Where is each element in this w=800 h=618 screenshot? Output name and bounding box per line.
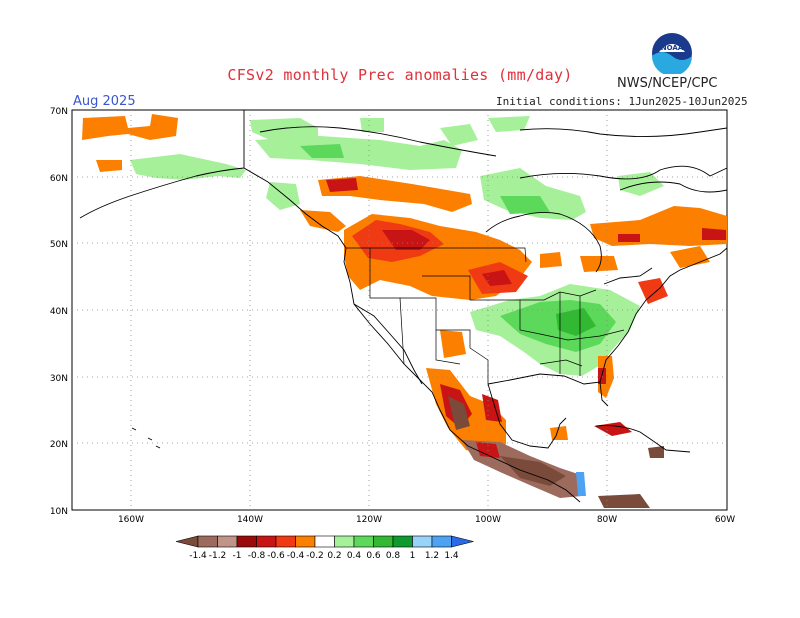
- legend-swatch: [314, 535, 335, 548]
- dry-patch: [326, 178, 358, 192]
- legend-arrow-right: [451, 535, 474, 548]
- dry-patch: [96, 160, 122, 172]
- lon-label: 60W: [715, 515, 735, 525]
- legend-swatch: [197, 535, 218, 548]
- wet-patch: [488, 116, 530, 132]
- dry-patch: [618, 234, 640, 242]
- state-borders: [346, 247, 625, 384]
- wet-patch: [266, 182, 300, 210]
- legend-label: 1: [410, 551, 416, 561]
- lat-label: 60N: [50, 174, 68, 184]
- dry-patch: [648, 446, 664, 458]
- legend-label: -0.6: [267, 551, 285, 561]
- lon-labels: 160W 140W 120W 100W 80W 60W: [118, 515, 735, 525]
- legend-swatch: [392, 535, 413, 548]
- legend-swatch: [275, 535, 296, 548]
- legend-label: 0.8: [386, 551, 401, 561]
- legend-label: -0.4: [287, 551, 305, 561]
- dry-patch: [382, 230, 430, 250]
- lat-label: 30N: [50, 374, 68, 384]
- wet-patch: [360, 118, 384, 132]
- legend-swatch: [295, 535, 316, 548]
- color-legend: -1.4 -1.2 -1 -0.8 -0.6 -0.4 -0.2 0.2 0.4 0.6 0.8 1 1…: [175, 535, 474, 561]
- dry-patch: [580, 256, 618, 272]
- legend-label: 0.6: [366, 551, 381, 561]
- lat-label: 40N: [50, 307, 68, 317]
- initial-conditions: Initial conditions: 1Jun2025-10Jun2025: [496, 95, 748, 108]
- legend-label: 1.4: [444, 551, 459, 561]
- legend-swatch: [217, 535, 238, 548]
- dry-patch: [540, 252, 562, 268]
- lon-label: 100W: [475, 515, 501, 525]
- dry-patch: [670, 246, 710, 268]
- forecast-month: Aug 2025: [73, 94, 136, 109]
- wet-patch: [300, 144, 344, 158]
- legend-swatch: [431, 535, 452, 548]
- wet-patch: [576, 472, 586, 496]
- legend-swatch: [334, 535, 355, 548]
- wet-patch: [500, 196, 550, 214]
- lat-labels: 70N 60N 50N 40N 30N 20N 10N: [50, 107, 68, 517]
- lon-label: 80W: [597, 515, 617, 525]
- legend-label: 0.4: [347, 551, 362, 561]
- dry-patch: [82, 114, 178, 140]
- map-title: CFSv2 monthly Prec anomalies (mm/day): [227, 66, 573, 84]
- legend-label: 0.2: [327, 551, 341, 561]
- dry-patch: [448, 396, 470, 430]
- legend-swatch: [412, 535, 433, 548]
- lon-label: 120W: [356, 515, 382, 525]
- legend-swatch: [236, 535, 257, 548]
- legend-label: -1.4: [189, 551, 207, 561]
- lat-label: 70N: [50, 107, 68, 117]
- dry-patch: [638, 278, 668, 304]
- legend-label: -0.8: [248, 551, 266, 561]
- legend-swatch: [373, 535, 394, 548]
- legend-label: -0.2: [306, 551, 324, 561]
- wet-patch: [250, 118, 318, 140]
- lon-label: 140W: [237, 515, 263, 525]
- lat-label: 50N: [50, 240, 68, 250]
- wet-patch: [440, 124, 478, 146]
- dry-patch: [550, 426, 568, 440]
- svg-text:NOAA: NOAA: [661, 44, 684, 52]
- lat-label: 20N: [50, 440, 68, 450]
- noaa-logo-icon: NOAA: [652, 33, 692, 74]
- dry-patch: [482, 270, 512, 286]
- wet-patch: [556, 308, 596, 336]
- wet-patch: [255, 136, 462, 170]
- wet-patch: [130, 154, 246, 180]
- legend-label: -1: [233, 551, 242, 561]
- legend-arrow-left: [175, 535, 199, 548]
- dry-patch: [440, 330, 466, 358]
- org-label: NWS/NCEP/CPC: [617, 76, 718, 91]
- legend-label: -1.2: [209, 551, 227, 561]
- coastlines: [79, 110, 728, 503]
- lat-label: 10N: [50, 507, 68, 517]
- dry-patch: [702, 228, 726, 240]
- dry-patch: [500, 456, 566, 486]
- dry-patch: [598, 494, 650, 508]
- lon-label: 160W: [118, 515, 144, 525]
- gridlines: [72, 110, 727, 510]
- legend-swatch: [256, 535, 277, 548]
- dry-patch: [300, 210, 346, 232]
- legend-label: 1.2: [425, 551, 439, 561]
- legend-swatch: [353, 535, 374, 548]
